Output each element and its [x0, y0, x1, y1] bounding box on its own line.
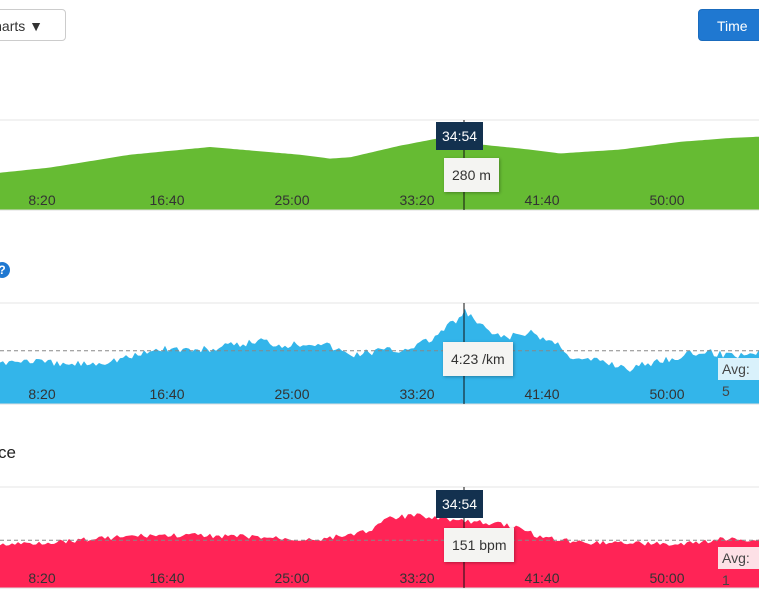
elevation-x-tick-label: 50:00 — [649, 192, 684, 208]
heart-rate-x-tick-label: 25:00 — [274, 570, 309, 586]
help-icon[interactable]: ? — [0, 262, 10, 278]
pace-x-tick-label: 16:40 — [149, 386, 184, 402]
charts-dropdown-button[interactable]: harts ▼ — [0, 9, 66, 41]
pace-x-tick-label: 25:00 — [274, 386, 309, 402]
heart-rate-area — [0, 513, 759, 588]
heart-rate-x-tick-label: 16:40 — [149, 570, 184, 586]
pace-avg-label: Avg: 5 — [718, 358, 759, 399]
heart-rate-cursor-time: 34:54 — [436, 490, 484, 518]
pace-x-tick-label: 8:20 — [28, 386, 55, 402]
heart-rate-x-tick-label: 33:20 — [399, 570, 434, 586]
pace-x-tick-label: 50:00 — [649, 386, 684, 402]
heart-rate-section-title: ce — [0, 443, 16, 462]
pace-tooltip: 4:23 /km — [443, 342, 513, 376]
heart-rate-x-tick-label: 50:00 — [649, 570, 684, 586]
heart-rate-x-tick-label: 8:20 — [28, 570, 55, 586]
heart-rate-tooltip: 151 bpm — [444, 528, 515, 562]
pace-chart[interactable]: 8:20 16:40 25:00 33:20 41:40 50:00 — [0, 301, 759, 406]
elevation-x-tick-label: 25:00 — [274, 192, 309, 208]
pace-x-tick-label: 41:40 — [524, 386, 559, 402]
elevation-area — [0, 136, 759, 210]
elevation-x-tick-label: 16:40 — [149, 192, 184, 208]
elevation-tooltip: 280 m — [444, 158, 499, 192]
heart-rate-x-tick-label: 41:40 — [524, 570, 559, 586]
elevation-chart[interactable]: 8:20 16:40 25:00 33:20 41:40 50:00 — [0, 118, 759, 212]
heart-rate-chart[interactable]: 8:20 16:40 25:00 33:20 41:40 50:00 — [0, 485, 759, 590]
pace-area — [0, 308, 759, 404]
elevation-cursor-time: 34:54 — [436, 122, 484, 150]
elevation-x-tick-label: 33:20 — [399, 192, 434, 208]
time-axis-button[interactable]: Time — [698, 9, 759, 41]
heart-rate-avg-label: Avg: 1 — [718, 547, 759, 588]
elevation-x-tick-label: 8:20 — [28, 192, 55, 208]
elevation-x-tick-label: 41:40 — [524, 192, 559, 208]
pace-x-tick-label: 33:20 — [399, 386, 434, 402]
